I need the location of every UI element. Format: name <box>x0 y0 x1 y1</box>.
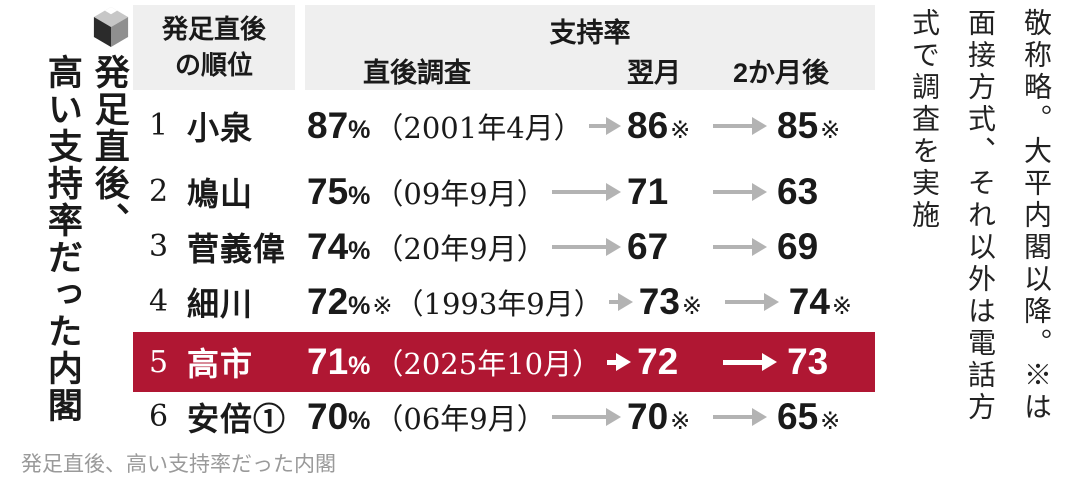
arrow-icon <box>713 237 767 256</box>
cabinet-name: 小泉 <box>187 109 254 146</box>
immediate-value: 75% <box>307 170 371 212</box>
arrow-icon <box>588 116 621 135</box>
header-rank-column: 発足直後 の順位 <box>133 5 295 90</box>
survey-date: （20年9月） <box>374 231 546 266</box>
two-months-value: 65 ※ <box>777 395 841 437</box>
immediate-value: 87% <box>307 104 371 146</box>
survey-date: （06年9月） <box>374 401 546 436</box>
arrow-icon <box>608 292 633 311</box>
rank: 3 <box>149 229 169 264</box>
rank: 2 <box>149 174 169 209</box>
rank: 6 <box>149 399 169 434</box>
rank: 5 <box>149 344 169 380</box>
table-row-abe1: 6 安倍① 70% （06年9月） 70 ※ 65 ※ <box>133 389 875 444</box>
cabinet-name: 安倍① <box>187 400 287 437</box>
header-rank-line2: の順位 <box>174 49 253 80</box>
immediate-value: 72% ※ <box>307 280 393 322</box>
table-row-koizumi: 1 小泉 87% （2001年4月） 86 ※ 85 ※ <box>133 98 875 153</box>
rank: 4 <box>149 284 169 319</box>
header-rank-line1: 発足直後 <box>161 14 266 45</box>
next-month-value: 67 <box>627 225 669 267</box>
two-months-value: 69 <box>777 225 819 267</box>
rank: 1 <box>149 108 169 143</box>
survey-date: （1993年9月） <box>394 286 603 321</box>
page-title: 発足直後、 高い支持率だった内閣 <box>42 54 129 424</box>
cabinet-name: 菅義偉 <box>187 230 287 267</box>
header-col-two-months: 2か月後 <box>733 58 830 88</box>
table-row-hosokawa: 4 細川 72% ※ （1993年9月） 73 ※ 74 ※ <box>133 274 875 329</box>
cabinet-name: 細川 <box>187 285 254 322</box>
cube-icon <box>92 6 130 53</box>
next-month-value: 71 <box>627 170 669 212</box>
next-month-value: 72 <box>637 341 679 382</box>
table-row-takaichi-highlighted: 5 高市 71% （2025年10月） 72 73 <box>133 332 875 392</box>
arrow-icon <box>713 116 767 135</box>
table-row-suga: 3 菅義偉 74% （20年9月） 67 69 <box>133 219 875 274</box>
table-row-hatoyama: 2 鳩山 75% （09年9月） 71 63 <box>133 164 875 219</box>
survey-date: （2025年10月） <box>374 347 602 381</box>
cabinet-name: 高市 <box>187 346 254 382</box>
next-month-value: 70 ※ <box>627 395 691 437</box>
immediate-value: 71% <box>307 341 371 382</box>
immediate-value: 74% <box>307 225 371 267</box>
two-months-value: 63 <box>777 170 819 212</box>
methodology-footnote: 敬称略。大平内閣以降。※は面接方式、それ以外は電話方式で調査を実施 <box>908 8 1053 424</box>
survey-date: （2001年4月） <box>374 110 583 145</box>
arrow-icon <box>713 182 767 201</box>
survey-date: （09年9月） <box>374 176 546 211</box>
header-col-immediate: 直後調査 <box>363 58 471 88</box>
image-caption: 発足直後、高い支持率だった内閣 <box>21 453 336 476</box>
arrow-icon <box>723 353 778 371</box>
next-month-value: 86 ※ <box>627 104 691 146</box>
arrow-icon <box>551 407 621 426</box>
two-months-value: 74 ※ <box>788 280 853 322</box>
arrow-icon <box>607 353 632 371</box>
header-approval-title: 支持率 <box>549 18 631 48</box>
header-col-next-month: 翌月 <box>627 58 681 88</box>
header-approval-group: 支持率 直後調査 翌月 2か月後 <box>305 5 875 90</box>
arrow-icon <box>551 237 621 256</box>
immediate-value: 70% <box>307 395 371 437</box>
two-months-value: 73 <box>787 341 829 382</box>
next-month-value: 73 ※ <box>638 280 703 322</box>
cabinet-name: 鳩山 <box>187 175 254 212</box>
arrow-icon <box>551 182 621 201</box>
arrow-icon <box>724 292 779 311</box>
two-months-value: 85 ※ <box>777 104 841 146</box>
arrow-icon <box>713 407 767 426</box>
